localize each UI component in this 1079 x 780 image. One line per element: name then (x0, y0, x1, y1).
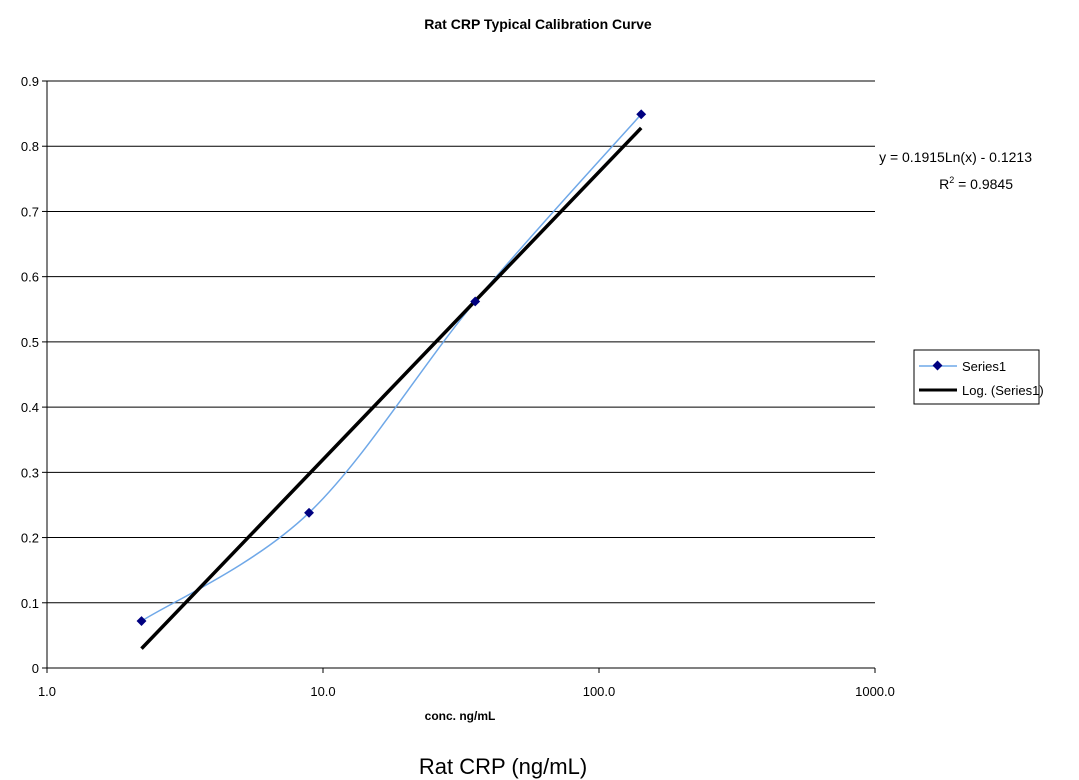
data-points (136, 109, 647, 626)
x-tick-label: 1000.0 (855, 684, 895, 699)
x-tick-label: 1.0 (38, 684, 56, 699)
series-lines (141, 113, 642, 622)
r2-suffix: = 0.9845 (954, 176, 1013, 192)
figure-caption: Rat CRP (ng/mL) (419, 754, 587, 779)
legend-marker-diamond-icon (932, 360, 943, 371)
x-tick-labels: 1.0 10.0 100.0 1000.0 (38, 684, 895, 699)
legend-item-trendline: Log. (Series1) (919, 383, 1044, 398)
trendline (140, 126, 643, 650)
series1-point (636, 109, 647, 120)
legend-label-trendline: Log. (Series1) (962, 383, 1044, 398)
y-tick-label: 0.7 (21, 204, 39, 219)
y-tick-label: 0.9 (21, 74, 39, 89)
x-tick-label: 10.0 (310, 684, 335, 699)
y-tick-label: 0.5 (21, 335, 39, 350)
trendline-equation: y = 0.1915Ln(x) - 0.1213 (879, 149, 1032, 165)
gridlines (47, 80, 875, 604)
series1-point (304, 507, 314, 518)
series1-point (470, 296, 481, 307)
y-tick-label: 0.2 (21, 531, 39, 546)
r2-superscript: 2 (949, 175, 954, 185)
chart-title: Rat CRP Typical Calibration Curve (424, 16, 652, 32)
trendline-log-series1 (140, 126, 643, 650)
trendline-annotation: y = 0.1915Ln(x) - 0.1213 R2 = 0.9845 (879, 149, 1032, 192)
legend-label-series1: Series1 (962, 359, 1006, 374)
y-tick-label: 0.6 (21, 270, 39, 285)
y-tick-label: 0.4 (21, 400, 39, 415)
legend: Series1 Log. (Series1) (913, 349, 1044, 405)
r2-prefix: R (939, 176, 949, 192)
trendline-r2: R2 = 0.9845 (939, 175, 1013, 192)
y-tick-label: 0.1 (21, 596, 39, 611)
y-tick-label: 0.3 (21, 465, 39, 480)
legend-box (913, 349, 1040, 405)
y-tick-label: 0.8 (21, 139, 39, 154)
series1-line (141, 113, 642, 622)
x-tick-label: 100.0 (583, 684, 616, 699)
y-tick-label: 0 (32, 661, 39, 676)
x-axis-title: conc. ng/mL (425, 709, 496, 723)
series1-point (136, 616, 147, 626)
legend-item-series1: Series1 (919, 359, 1006, 374)
axes (42, 80, 876, 673)
y-tick-labels: 0 0.1 0.2 0.3 0.4 0.5 0.6 0.7 0.8 0.9 (21, 74, 39, 676)
